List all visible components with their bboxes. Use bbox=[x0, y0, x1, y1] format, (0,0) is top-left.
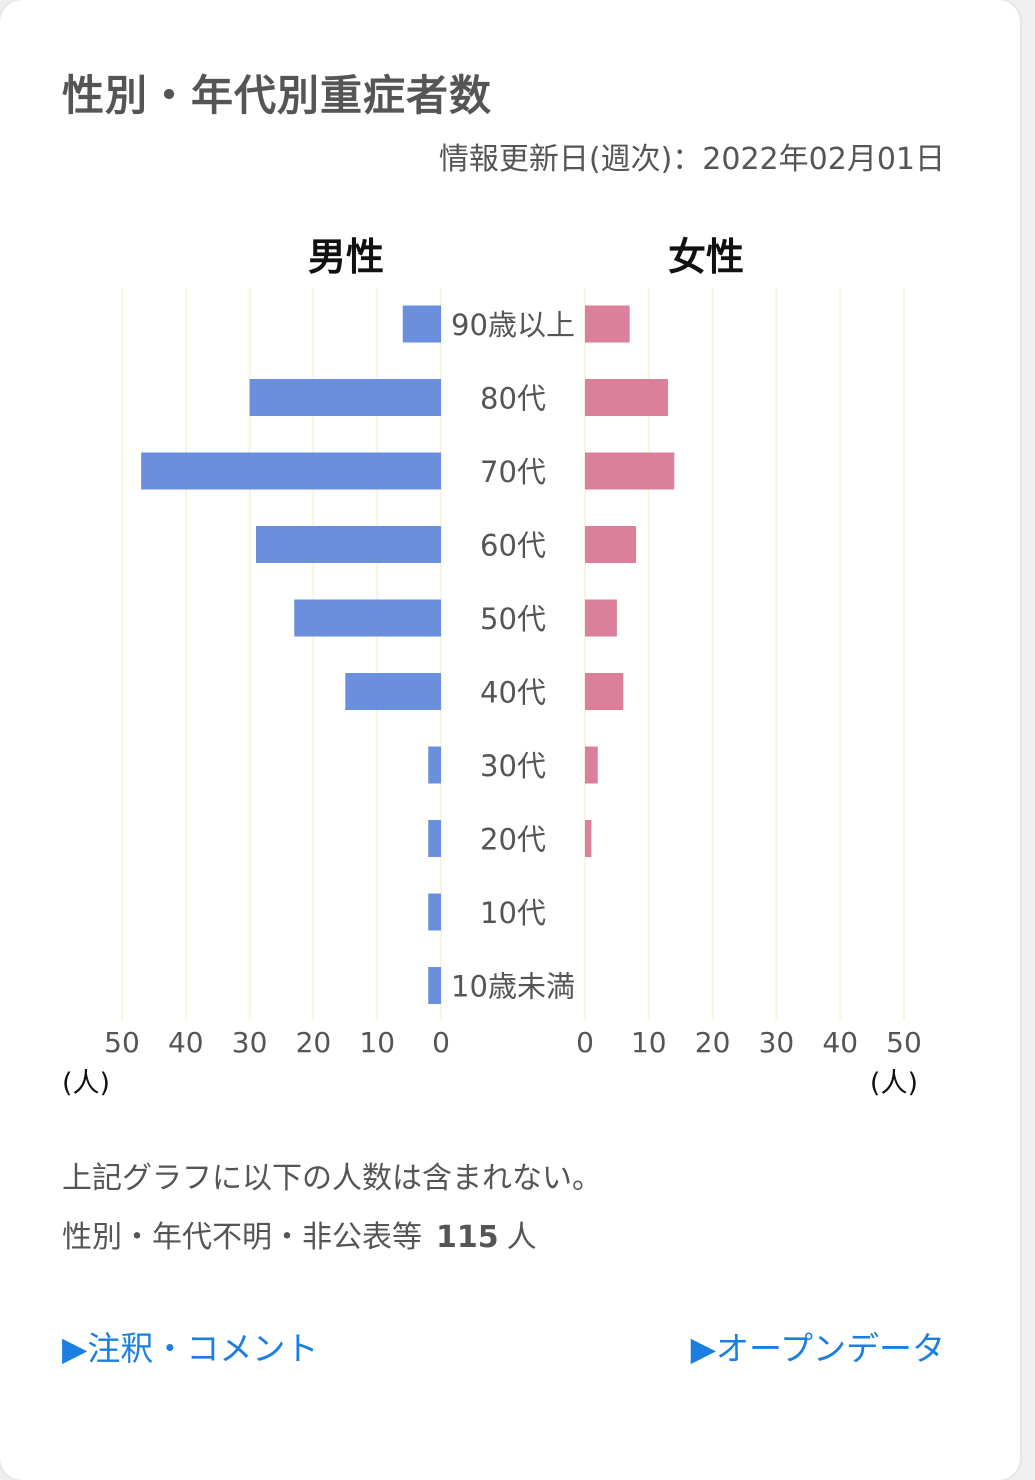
category-label-4: 50代 bbox=[480, 602, 546, 636]
tick-left-4: 10 bbox=[359, 1026, 395, 1059]
card-title: 性別・年代別重症者数 bbox=[62, 71, 493, 120]
tick-right-1: 10 bbox=[631, 1026, 667, 1059]
category-label-0: 90歳以上 bbox=[451, 308, 575, 342]
bar-female-6 bbox=[585, 746, 598, 784]
tick-left-3: 20 bbox=[296, 1026, 332, 1059]
bar-male-4 bbox=[294, 599, 441, 637]
bar-male-9 bbox=[428, 967, 441, 1004]
tick-right-5: 50 bbox=[886, 1026, 922, 1059]
tick-right-4: 40 bbox=[822, 1026, 858, 1059]
bar-male-0 bbox=[402, 305, 441, 343]
bar-female-3 bbox=[585, 526, 637, 563]
bar-female-7 bbox=[585, 820, 592, 857]
category-label-5: 40代 bbox=[480, 676, 546, 710]
tick-right-0: 0 bbox=[576, 1026, 594, 1059]
unknown-count-note: 性別・年代不明・非公表等 115 人 bbox=[62, 1212, 537, 1256]
bar-male-6 bbox=[428, 746, 441, 784]
unknown-count-unit: 人 bbox=[506, 1220, 537, 1255]
category-label-7: 20代 bbox=[480, 823, 546, 857]
bar-male-8 bbox=[428, 893, 441, 931]
series-header-0: 男性 bbox=[308, 235, 384, 279]
tick-left-0: 50 bbox=[104, 1026, 140, 1059]
butterfly-chart: 男性 女性 90歳以上 80代 70代 60代 50代 40代 30代 20代 10代 10歳未満 50… bbox=[62, 235, 922, 1099]
exclusion-note: 上記グラフに以下の人数は含まれない。 bbox=[62, 1161, 602, 1196]
category-label-3: 60代 bbox=[480, 529, 546, 563]
unknown-count-label: 性別・年代不明・非公表等 bbox=[62, 1220, 422, 1255]
bar-female-0 bbox=[585, 305, 630, 343]
tick-left-5: 0 bbox=[432, 1026, 450, 1059]
bar-male-5 bbox=[345, 673, 441, 710]
tick-left-2: 30 bbox=[232, 1026, 268, 1059]
comments-link[interactable]: ▶注釈・コメント bbox=[62, 1329, 319, 1368]
category-label-9: 10歳未満 bbox=[451, 970, 575, 1004]
unit-label-left: (人) bbox=[62, 1068, 110, 1099]
bar-female-1 bbox=[585, 379, 668, 416]
category-label-1: 80代 bbox=[480, 382, 546, 416]
update-date: 情報更新日(週次)：2022年02月01日 bbox=[438, 142, 945, 177]
bar-female-2 bbox=[585, 452, 675, 490]
series-header-1: 女性 bbox=[668, 235, 744, 279]
tick-right-3: 30 bbox=[759, 1026, 795, 1059]
unknown-count-value: 115 bbox=[436, 1220, 499, 1255]
category-label-6: 30代 bbox=[480, 749, 546, 783]
bar-male-1 bbox=[249, 379, 441, 416]
bar-female-5 bbox=[585, 673, 624, 710]
tick-right-2: 20 bbox=[695, 1026, 731, 1059]
category-label-8: 10代 bbox=[480, 896, 546, 930]
opendata-link[interactable]: ▶オープンデータ bbox=[690, 1329, 945, 1368]
unit-label-right: (人) bbox=[870, 1068, 918, 1099]
tick-left-1: 40 bbox=[168, 1026, 204, 1059]
bar-female-4 bbox=[585, 599, 617, 637]
bar-male-2 bbox=[141, 452, 441, 490]
bar-male-3 bbox=[255, 526, 441, 563]
bar-male-7 bbox=[428, 820, 441, 857]
category-label-2: 70代 bbox=[480, 455, 546, 489]
